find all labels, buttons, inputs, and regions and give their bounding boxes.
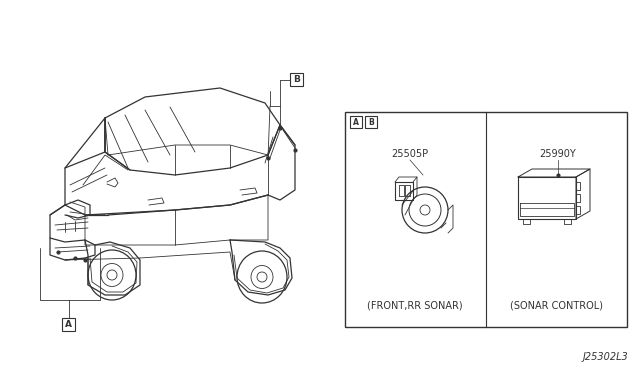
Text: 25505P: 25505P — [392, 149, 429, 159]
Text: (SONAR CONTROL): (SONAR CONTROL) — [509, 300, 602, 310]
Bar — [290, 73, 303, 86]
Bar — [345, 112, 627, 327]
Bar — [350, 116, 362, 128]
Bar — [365, 116, 377, 128]
Bar — [62, 318, 75, 331]
Text: A: A — [353, 118, 359, 126]
Text: A: A — [65, 320, 72, 329]
Text: B: B — [368, 118, 374, 126]
Text: J25302L3: J25302L3 — [582, 352, 628, 362]
Text: 25990Y: 25990Y — [540, 149, 577, 159]
Bar — [518, 177, 576, 219]
Text: (FRONT,RR SONAR): (FRONT,RR SONAR) — [367, 300, 463, 310]
Text: B: B — [293, 75, 300, 84]
